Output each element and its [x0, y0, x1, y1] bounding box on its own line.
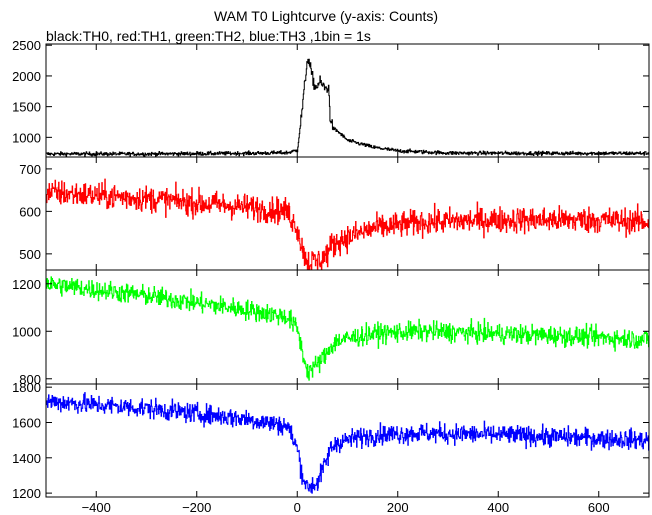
- x-tick-label: 200: [387, 500, 409, 515]
- chart-subtitle: black:TH0, red:TH1, green:TH2, blue:TH3 …: [46, 28, 371, 44]
- x-tick-label: −200: [182, 500, 211, 515]
- y-tick-label-TH3: 1400: [12, 451, 41, 466]
- x-tick-label: −400: [82, 500, 111, 515]
- chart-title: WAM T0 Lightcurve (y-axis: Counts): [213, 8, 439, 24]
- panel-frame-TH3: [45, 383, 650, 498]
- y-tick-label-TH0: 2000: [12, 69, 41, 84]
- series-line-TH1: [46, 178, 649, 270]
- x-tick-label: 600: [588, 500, 610, 515]
- y-tick-label-TH1: 500: [19, 247, 41, 262]
- y-tick-label-TH0: 1500: [12, 100, 41, 115]
- y-tick-label-TH2: 1200: [12, 277, 41, 292]
- x-tick-label: 400: [487, 500, 509, 515]
- y-tick-label-TH2: 1000: [12, 324, 41, 339]
- series-line-TH3: [46, 392, 649, 494]
- y-tick-label-TH2: 800: [19, 372, 41, 387]
- y-tick-label-TH0: 1000: [12, 130, 41, 145]
- series-line-TH2: [46, 276, 649, 381]
- y-tick-label-TH1: 600: [19, 204, 41, 219]
- panel-frame-TH2: [45, 269, 650, 385]
- x-tick-label: 0: [294, 500, 301, 515]
- series-line-TH0: [46, 58, 649, 157]
- y-tick-label-TH3: 1800: [12, 380, 41, 395]
- y-tick-label-TH3: 1200: [12, 486, 41, 501]
- y-tick-label-TH3: 1600: [12, 415, 41, 430]
- y-tick-label-TH1: 700: [19, 162, 41, 177]
- y-tick-label-TH0: 2500: [12, 38, 41, 53]
